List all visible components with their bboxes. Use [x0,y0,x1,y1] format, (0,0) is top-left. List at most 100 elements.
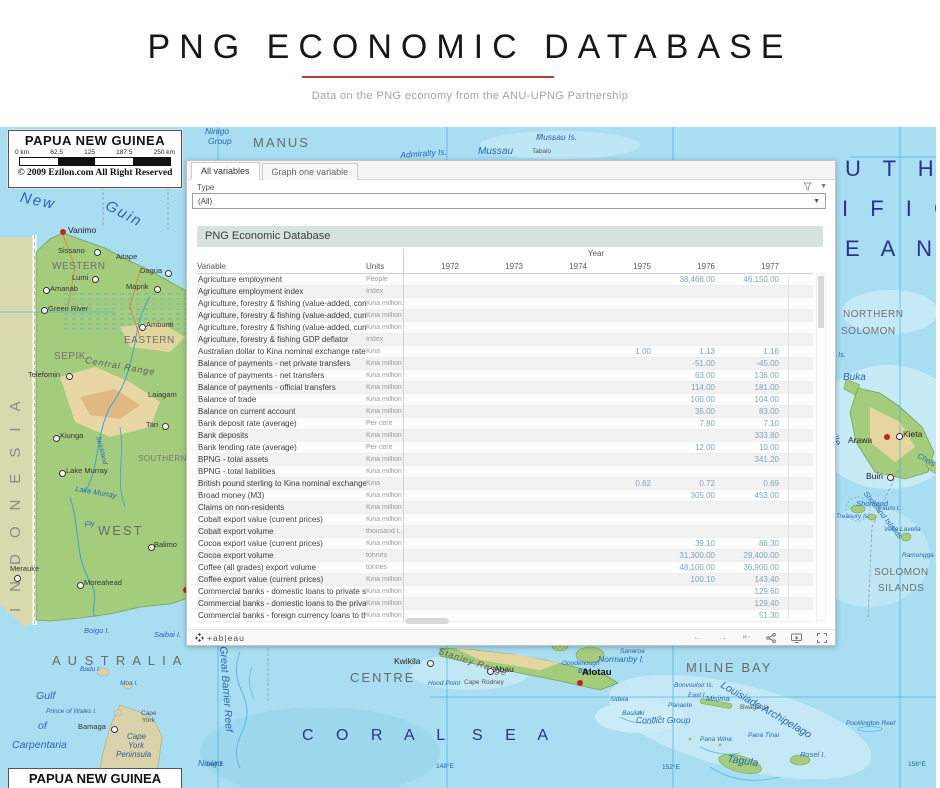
table-row[interactable]: Coffee export value (current prices) Kina… [197,574,813,586]
table-row[interactable]: Cobalt export volume thousand t.. [197,526,813,538]
table-row[interactable]: Agriculture, forestry & fishing (value-a… [197,322,813,334]
map-label: MILNE BAY [686,660,773,675]
units-cell: Kina million [366,540,402,547]
table-row[interactable]: Balance of payments - net private transf… [197,358,813,370]
units-cell: Kina million [366,372,402,379]
table-row[interactable]: BPNG - total assets Kina million 341.20 [197,454,813,466]
scale-tick: 187.5 [116,149,133,156]
table-row[interactable]: Balance of payments - net transfers Kina … [197,370,813,382]
type-filter-select[interactable]: (All) ▼ [192,193,826,209]
map-label: Great Barrier Reef [217,645,235,733]
value-cell: 0.72 [699,479,715,488]
value-cell: 1.13 [699,347,715,356]
table-row[interactable]: Bank deposit rate (average) Per cent 7.80 7… [197,418,813,430]
table-row[interactable]: Commercial banks - domestic loans to the… [197,598,813,610]
year-column-header: 1973 [505,262,523,271]
map-label: Hood Point [428,680,461,687]
map-label: 156°E [908,761,926,768]
map-label: Pocklington Reef [846,720,896,727]
map-town-dot [154,286,161,293]
revert-button[interactable]: ⇤ [742,631,751,643]
map-label: Mussau Is. [536,132,578,142]
map-town-dot [111,726,118,733]
units-cell: Kina million [366,408,402,415]
table-row[interactable]: Coffee (all grades) export volume tonnes 4… [197,562,813,574]
scale-ticks: 0 km 62.5 125 187.5 250 km [9,149,181,156]
vertical-scroll-thumb[interactable] [818,276,824,328]
select-caret-icon: ▼ [813,197,820,205]
fullscreen-button[interactable] [817,632,827,643]
map-town-dot [14,575,21,582]
table-row[interactable]: Claims on non-residents Kina million [197,502,813,514]
map-label: Ramongga [902,552,934,559]
variable-cell: Claims on non-residents [198,503,285,512]
units-cell: Kina million [366,576,402,583]
variable-cell: Balance of trade [198,395,257,404]
map-label: Central Range [84,355,157,378]
map-label: Rosel I. [800,750,826,759]
table-row[interactable]: Australian dollar to Kina nominal exchan… [197,346,813,358]
variable-cell: Agriculture, forestry & fishing (value-a… [198,311,366,320]
map-label: Bonvouloir Is. [674,682,714,689]
year-column-header: 1976 [697,262,715,271]
map-label: U T H [845,156,936,181]
map-town-dot [43,287,50,294]
table-row[interactable]: Commercial banks - domestic loans to pri… [197,586,813,598]
map-label: Fauro I. [878,505,901,512]
table-row[interactable]: Cocoa export volume tonnes 31,300.00 29,400… [197,550,813,562]
map-label: E A N [845,236,936,261]
table-row[interactable]: Agriculture employment index Index [197,286,813,298]
filter-funnel-icon[interactable] [803,182,812,191]
map-label: York [128,741,145,750]
table-row[interactable]: Balance of payments - official transfers… [197,382,813,394]
table-row[interactable]: Cocoa export value (current prices) Kina … [197,538,813,550]
value-cell: 129.60 [754,587,779,596]
horizontal-scroll-thumb[interactable] [405,618,449,624]
map-label: Conflict Group [636,715,691,725]
map-label: Bamaga [78,722,106,731]
variable-cell: Agriculture, forestry & fishing (value-a… [198,323,366,332]
sheet-tabs: All variables Graph one variable [187,161,835,180]
filter-menu-caret-icon[interactable]: ▼ [820,183,827,190]
table-row[interactable]: Agriculture, forestry & fishing GDP defl… [197,334,813,346]
undo-button[interactable]: ← [692,631,703,643]
table-row[interactable]: Agriculture, forestry & fishing (value-a… [197,310,813,322]
table-row[interactable]: Agriculture employment People 38,466.00 46,… [197,274,813,286]
map-label: Tabalo [532,148,552,155]
table-row[interactable]: Agriculture, forestry & fishing (value-a… [197,298,813,310]
table-row[interactable]: Cobalt export value (current prices) Kina… [197,514,813,526]
map-label: Mussau [478,146,514,157]
value-cell: 129.40 [754,599,779,608]
map-town-dot [887,474,894,481]
value-cell: 181.00 [754,383,779,392]
units-cell: tonnes [366,564,388,571]
table-row[interactable]: Bank deposits Kina million 333.80 [197,430,813,442]
value-cell: 104.00 [754,395,779,404]
tab-graph-one-variable[interactable]: Graph one variable [261,163,359,180]
column-divider [403,249,404,621]
scale-tick: 62.5 [50,149,63,156]
tableau-logo[interactable]: +ab|eau [195,633,245,643]
table-row[interactable]: Broad money (M3) Kina million 305.00 453.00 [197,490,813,502]
value-cell: 0.62 [635,479,651,488]
map-label: SOUTHERN [138,454,187,463]
table-row[interactable]: Balance of trade Kina million 100.00 104.00 [197,394,813,406]
value-cell: 1.16 [763,347,779,356]
map-label: New [18,189,58,214]
column-headers: Variable Units 1972 1973 1974 1975 1976 1977 [197,260,813,273]
download-button[interactable] [791,633,802,643]
table-row[interactable]: Balance on current account Kina million 35… [197,406,813,418]
table-row[interactable]: Bank lending rate (average) Per cent 12.00… [197,442,813,454]
map-town-dot [66,373,73,380]
map-label: I F I C [842,196,936,221]
redo-button[interactable]: → [717,631,728,643]
tab-all-variables[interactable]: All variables [191,162,260,180]
table-row[interactable]: BPNG - total liabilities Kina million [197,466,813,478]
table-row[interactable]: British pound sterling to Kina nominal e… [197,478,813,490]
table-row[interactable]: Commercial banks - foreign currency loan… [197,610,813,622]
share-button[interactable] [766,632,776,643]
map-label: Ninigo [205,127,230,136]
map-label: of [38,720,47,732]
map-label: Panaete [668,702,693,709]
vertical-scrollbar[interactable] [816,273,826,621]
